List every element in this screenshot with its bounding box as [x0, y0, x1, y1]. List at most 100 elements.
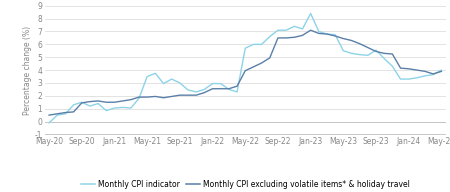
Monthly CPI indicator — [398, 78, 403, 80]
Monthly CPI indicator — [365, 54, 370, 56]
Y-axis label: Percentage change (%): Percentage change (%) — [23, 26, 32, 115]
Monthly CPI excluding volatile items* & holiday travel — [104, 101, 109, 103]
Monthly CPI excluding volatile items* & holiday travel — [202, 91, 207, 94]
Monthly CPI excluding volatile items* & holiday travel — [406, 68, 411, 70]
Monthly CPI indicator — [104, 109, 109, 112]
Monthly CPI excluding volatile items* & holiday travel — [349, 39, 354, 42]
Monthly CPI indicator — [406, 78, 411, 80]
Monthly CPI indicator — [112, 107, 117, 109]
Monthly CPI excluding volatile items* & holiday travel — [71, 111, 76, 113]
Monthly CPI excluding volatile items* & holiday travel — [300, 34, 305, 36]
Monthly CPI excluding volatile items* & holiday travel — [382, 52, 387, 55]
Monthly CPI excluding volatile items* & holiday travel — [308, 29, 313, 31]
Monthly CPI indicator — [341, 50, 346, 52]
Monthly CPI excluding volatile items* & holiday travel — [136, 96, 142, 98]
Legend: Monthly CPI indicator, Monthly CPI excluding volatile items* & holiday travel: Monthly CPI indicator, Monthly CPI exclu… — [78, 177, 413, 192]
Monthly CPI indicator — [414, 77, 419, 79]
Monthly CPI excluding volatile items* & holiday travel — [87, 100, 93, 103]
Monthly CPI indicator — [87, 105, 93, 107]
Monthly CPI indicator — [349, 52, 354, 55]
Monthly CPI indicator — [54, 114, 60, 116]
Monthly CPI excluding volatile items* & holiday travel — [357, 43, 362, 45]
Monthly CPI excluding volatile items* & holiday travel — [324, 33, 330, 35]
Monthly CPI indicator — [161, 82, 166, 85]
Monthly CPI indicator — [95, 102, 101, 105]
Monthly CPI excluding volatile items* & holiday travel — [153, 95, 158, 98]
Monthly CPI indicator — [284, 29, 289, 31]
Monthly CPI excluding volatile items* & holiday travel — [161, 97, 166, 99]
Monthly CPI excluding volatile items* & holiday travel — [243, 70, 248, 72]
Monthly CPI excluding volatile items* & holiday travel — [251, 66, 256, 68]
Monthly CPI indicator — [423, 75, 428, 77]
Monthly CPI excluding volatile items* & holiday travel — [333, 35, 338, 37]
Monthly CPI excluding volatile items* & holiday travel — [390, 53, 395, 55]
Monthly CPI indicator — [210, 82, 215, 85]
Monthly CPI excluding volatile items* & holiday travel — [267, 57, 272, 59]
Monthly CPI excluding volatile items* & holiday travel — [120, 100, 126, 102]
Monthly CPI indicator — [71, 104, 76, 106]
Monthly CPI indicator — [128, 107, 134, 109]
Monthly CPI indicator — [243, 47, 248, 49]
Monthly CPI indicator — [46, 122, 52, 124]
Monthly CPI indicator — [431, 73, 436, 76]
Monthly CPI indicator — [120, 106, 126, 108]
Monthly CPI excluding volatile items* & holiday travel — [374, 50, 379, 53]
Monthly CPI indicator — [218, 82, 224, 85]
Monthly CPI indicator — [153, 72, 158, 74]
Monthly CPI indicator — [136, 97, 142, 99]
Monthly CPI indicator — [194, 91, 199, 93]
Monthly CPI indicator — [308, 12, 313, 15]
Monthly CPI excluding volatile items* & holiday travel — [226, 88, 232, 90]
Monthly CPI indicator — [439, 69, 444, 71]
Monthly CPI excluding volatile items* & holiday travel — [275, 37, 281, 39]
Monthly CPI excluding volatile items* & holiday travel — [210, 88, 215, 90]
Monthly CPI indicator — [324, 33, 330, 35]
Monthly CPI excluding volatile items* & holiday travel — [194, 94, 199, 96]
Monthly CPI indicator — [357, 54, 362, 56]
Monthly CPI excluding volatile items* & holiday travel — [414, 69, 419, 71]
Monthly CPI excluding volatile items* & holiday travel — [95, 100, 101, 102]
Monthly CPI indicator — [185, 89, 191, 91]
Monthly CPI indicator — [267, 36, 272, 38]
Monthly CPI indicator — [316, 30, 321, 33]
Monthly CPI indicator — [275, 29, 281, 31]
Monthly CPI indicator — [333, 34, 338, 36]
Monthly CPI excluding volatile items* & holiday travel — [431, 73, 436, 75]
Monthly CPI excluding volatile items* & holiday travel — [259, 62, 264, 64]
Monthly CPI indicator — [79, 101, 85, 103]
Monthly CPI indicator — [382, 57, 387, 60]
Monthly CPI indicator — [251, 43, 256, 46]
Monthly CPI indicator — [144, 75, 150, 78]
Monthly CPI excluding volatile items* & holiday travel — [234, 85, 240, 87]
Line: Monthly CPI excluding volatile items* & holiday travel: Monthly CPI excluding volatile items* & … — [49, 30, 441, 115]
Monthly CPI indicator — [169, 78, 175, 80]
Monthly CPI excluding volatile items* & holiday travel — [292, 36, 297, 38]
Monthly CPI excluding volatile items* & holiday travel — [316, 32, 321, 35]
Monthly CPI indicator — [292, 25, 297, 27]
Monthly CPI excluding volatile items* & holiday travel — [439, 70, 444, 73]
Monthly CPI indicator — [300, 28, 305, 30]
Monthly CPI excluding volatile items* & holiday travel — [54, 113, 60, 115]
Monthly CPI excluding volatile items* & holiday travel — [218, 88, 224, 90]
Monthly CPI excluding volatile items* & holiday travel — [112, 101, 117, 103]
Monthly CPI indicator — [234, 91, 240, 93]
Monthly CPI excluding volatile items* & holiday travel — [341, 37, 346, 40]
Monthly CPI excluding volatile items* & holiday travel — [46, 114, 52, 116]
Monthly CPI excluding volatile items* & holiday travel — [63, 111, 68, 114]
Monthly CPI indicator — [226, 88, 232, 91]
Monthly CPI indicator — [374, 49, 379, 51]
Monthly CPI indicator — [177, 82, 183, 84]
Monthly CPI indicator — [259, 43, 264, 46]
Monthly CPI excluding volatile items* & holiday travel — [177, 94, 183, 96]
Monthly CPI excluding volatile items* & holiday travel — [284, 37, 289, 39]
Monthly CPI indicator — [63, 113, 68, 115]
Line: Monthly CPI indicator: Monthly CPI indicator — [49, 13, 441, 123]
Monthly CPI excluding volatile items* & holiday travel — [185, 94, 191, 96]
Monthly CPI excluding volatile items* & holiday travel — [398, 67, 403, 69]
Monthly CPI excluding volatile items* & holiday travel — [169, 95, 175, 98]
Monthly CPI excluding volatile items* & holiday travel — [365, 46, 370, 49]
Monthly CPI indicator — [390, 65, 395, 67]
Monthly CPI excluding volatile items* & holiday travel — [79, 102, 85, 104]
Monthly CPI indicator — [202, 88, 207, 91]
Monthly CPI excluding volatile items* & holiday travel — [144, 96, 150, 98]
